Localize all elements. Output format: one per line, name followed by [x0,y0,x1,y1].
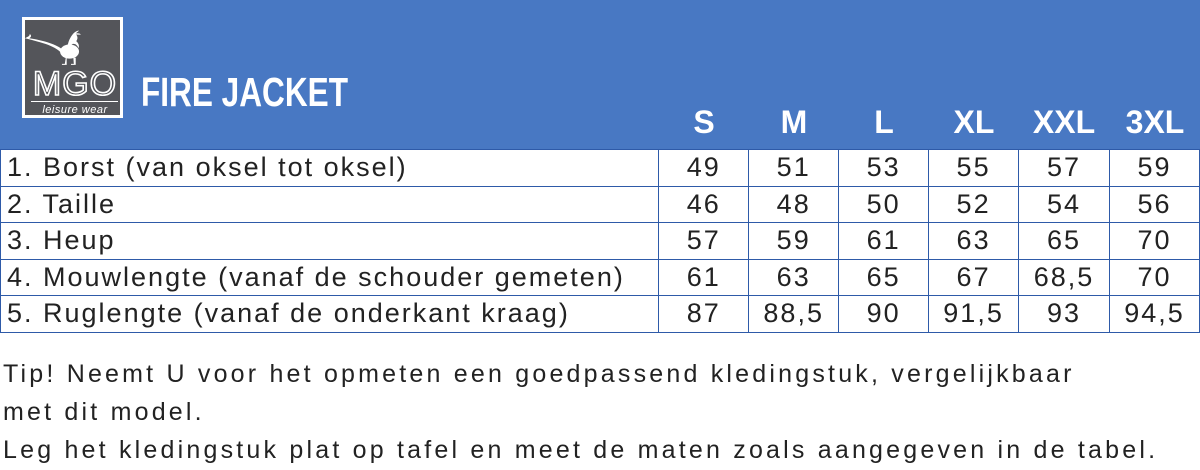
svg-text:MGO: MGO [33,65,117,103]
